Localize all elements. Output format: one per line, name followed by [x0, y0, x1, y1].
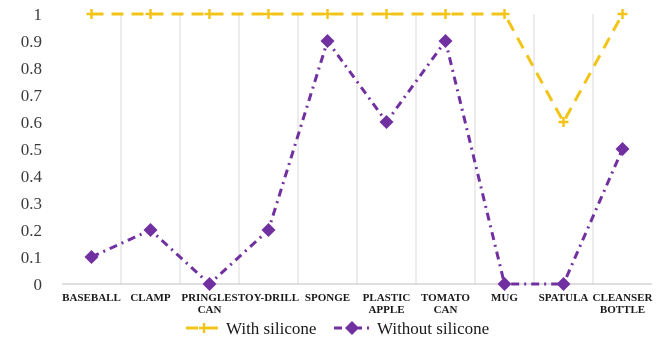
- x-tick-line: APPLE: [368, 304, 404, 316]
- x-tick-line: MUG: [491, 292, 518, 304]
- data-point: [499, 9, 510, 19]
- x-tick-label: SPATULA: [539, 292, 589, 304]
- x-tick-line: PLASTIC: [363, 292, 411, 304]
- y-tick-label: 0.7: [21, 86, 43, 105]
- data-point: [617, 9, 628, 19]
- legend-label: Without silicone: [377, 319, 489, 338]
- legend: With silicone Without silicone: [186, 319, 489, 338]
- y-tick-label: 1: [34, 5, 43, 24]
- series-line: [91, 12, 624, 124]
- y-axis-ticks: 0 0.1 0.2 0.3 0.4 0.5 0.6 0.7 0.8 0.9 1: [21, 5, 43, 294]
- x-tick-line: BASEBALL: [62, 292, 121, 304]
- x-tick-label: PLASTIC APPLE: [363, 292, 411, 316]
- data-point: [497, 277, 512, 291]
- y-tick-label: 0.8: [21, 59, 42, 78]
- series-layer: [84, 9, 630, 291]
- data-point: [379, 115, 394, 129]
- y-tick-label: 0.4: [21, 167, 43, 186]
- legend-item: Without silicone: [334, 319, 489, 338]
- data-point: [558, 117, 569, 127]
- data-point: [440, 9, 451, 19]
- data-point: [145, 9, 156, 19]
- x-tick-label: CLEANSER BOTTLE: [593, 292, 654, 316]
- data-point: [84, 250, 99, 264]
- data-point: [381, 9, 392, 19]
- y-tick-label: 0.1: [21, 248, 42, 267]
- data-point: [556, 277, 571, 291]
- y-tick-label: 0.5: [21, 140, 42, 159]
- data-point: [202, 277, 217, 291]
- data-point: [199, 323, 209, 333]
- x-tick-line: SPONGE: [305, 292, 350, 304]
- legend-label: With silicone: [226, 319, 316, 338]
- data-point: [143, 223, 158, 237]
- x-tick-line: TOMATO: [421, 292, 470, 304]
- x-tick-label: CLAMP: [130, 292, 171, 304]
- data-point: [204, 9, 215, 19]
- x-tick-line: BOTTLE: [600, 304, 645, 316]
- data-point: [261, 223, 276, 237]
- y-tick-label: 0.3: [21, 194, 42, 213]
- x-tick-line: CAN: [198, 304, 222, 316]
- x-tick-line: CLEANSER: [593, 292, 654, 304]
- x-tick-line: CLAMP: [130, 292, 171, 304]
- y-tick-label: 0.9: [21, 32, 42, 51]
- x-tick-line: SPATULA: [539, 292, 589, 304]
- y-tick-label: 0.6: [21, 113, 42, 132]
- data-point: [86, 9, 97, 19]
- data-point: [320, 34, 335, 48]
- x-tick-label: PRINGLES CAN: [181, 292, 237, 316]
- y-tick-label: 0.2: [21, 221, 42, 240]
- x-tick-line: TOY-DRILL: [238, 292, 299, 304]
- y-tick-label: 0: [34, 275, 43, 294]
- x-tick-line: CAN: [434, 304, 458, 316]
- data-point: [438, 34, 453, 48]
- x-tick-label: TOMATO CAN: [421, 292, 470, 316]
- data-point: [615, 142, 630, 156]
- data-point: [322, 9, 333, 19]
- series-line: [90, 39, 624, 286]
- x-tick-line: PRINGLES: [181, 292, 237, 304]
- data-point: [345, 321, 359, 335]
- x-tick-label: BASEBALL: [62, 292, 121, 304]
- x-tick-label: MUG: [491, 292, 518, 304]
- series-without-silicone: [84, 34, 630, 291]
- legend-item: With silicone: [186, 319, 316, 338]
- grid-lines: [120, 14, 594, 284]
- x-tick-label: TOY-DRILL: [238, 292, 299, 304]
- data-point: [263, 9, 274, 19]
- series-with-silicone: [86, 9, 628, 127]
- x-tick-label: SPONGE: [305, 292, 350, 304]
